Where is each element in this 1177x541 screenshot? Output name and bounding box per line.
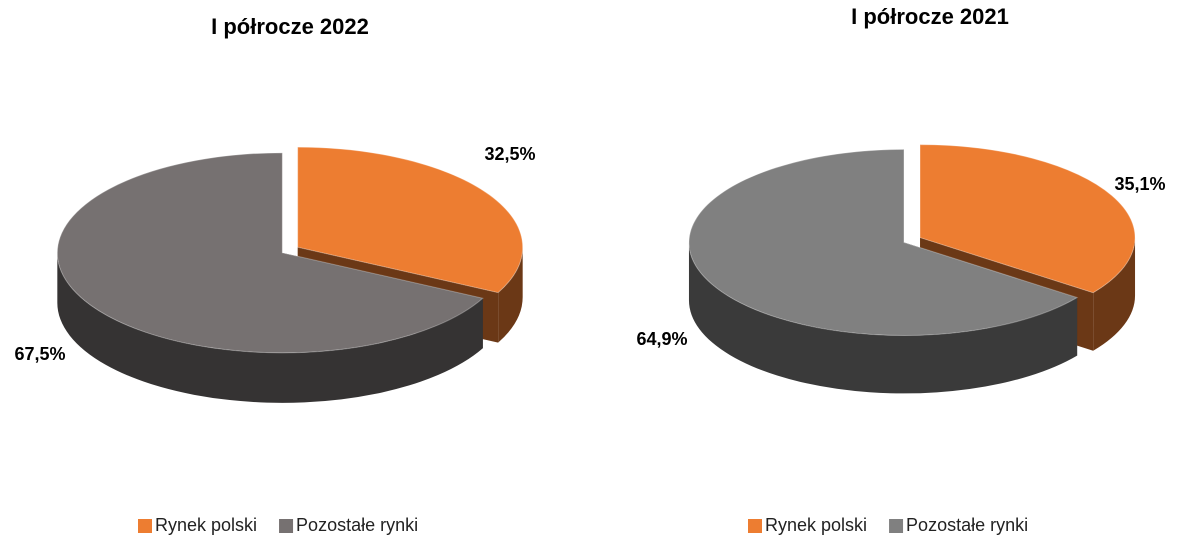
legend-swatch — [138, 519, 152, 533]
slice-side — [498, 247, 523, 343]
legend-label: Rynek polski — [765, 515, 867, 535]
legend-swatch — [748, 519, 762, 533]
value-label: 32,5% — [484, 144, 535, 164]
slice — [297, 146, 524, 294]
value-label: 67,5% — [14, 344, 65, 364]
legend-label: Pozostałe rynki — [906, 515, 1028, 535]
slice — [919, 144, 1136, 294]
legend-label: Rynek polski — [155, 515, 257, 535]
slice-side — [1093, 237, 1136, 351]
value-label: 64,9% — [636, 329, 687, 349]
legend-label: Pozostałe rynki — [296, 515, 418, 535]
slice — [56, 152, 484, 354]
slice-side — [57, 252, 483, 403]
legend-swatch — [889, 519, 904, 533]
slice — [688, 148, 1079, 336]
legend-swatch — [279, 519, 294, 533]
chart-title: I półrocze 2022 — [211, 14, 369, 39]
chart-title: I półrocze 2021 — [851, 4, 1009, 29]
slice-side — [688, 242, 1078, 394]
value-label: 35,1% — [1114, 174, 1165, 194]
